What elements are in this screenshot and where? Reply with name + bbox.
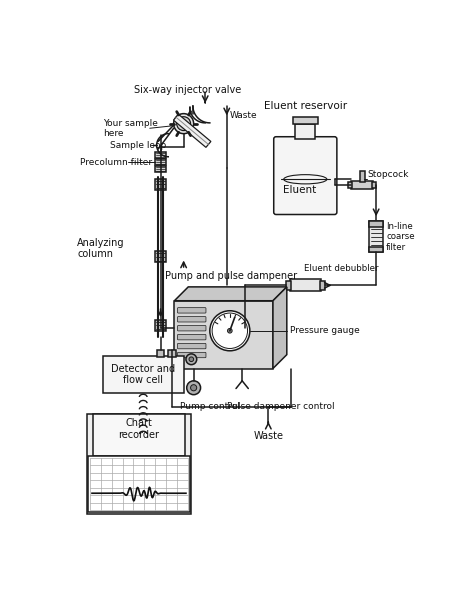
Text: Precolumn filter: Precolumn filter (80, 157, 152, 167)
Bar (155, 320, 166, 331)
Bar (369, 247, 383, 252)
Text: Your sample
here: Your sample here (103, 119, 158, 138)
FancyBboxPatch shape (177, 326, 206, 331)
Text: Analyzing
column: Analyzing column (77, 238, 125, 259)
Bar (155, 166, 166, 172)
Text: Chart
recorder: Chart recorder (118, 418, 159, 440)
Text: Stopcock: Stopcock (367, 170, 408, 179)
Bar (348, 182, 352, 188)
Bar (360, 172, 365, 182)
Bar (369, 222, 383, 227)
Bar (286, 281, 291, 290)
Bar (88, 456, 190, 511)
FancyBboxPatch shape (177, 334, 206, 340)
Circle shape (210, 311, 250, 351)
Bar (293, 118, 318, 124)
Circle shape (191, 385, 197, 391)
Text: Pump control: Pump control (180, 402, 240, 410)
Text: Eluent debubbler: Eluent debubbler (304, 264, 378, 273)
Bar (155, 179, 166, 190)
Bar (93, 414, 185, 456)
Bar (352, 181, 373, 189)
Bar (103, 356, 183, 393)
Polygon shape (174, 287, 287, 301)
Circle shape (186, 354, 197, 365)
Polygon shape (273, 287, 287, 368)
Bar (372, 182, 376, 188)
Circle shape (187, 381, 201, 394)
Text: Pump and pulse dampener: Pump and pulse dampener (164, 271, 297, 281)
Bar (295, 124, 315, 139)
Circle shape (173, 113, 194, 134)
Circle shape (212, 313, 247, 349)
Circle shape (189, 357, 194, 362)
FancyBboxPatch shape (177, 343, 206, 349)
Bar (369, 222, 383, 252)
Bar (87, 414, 191, 514)
Text: Detector and
flow cell: Detector and flow cell (111, 364, 175, 386)
Text: Eluent reservoir: Eluent reservoir (264, 102, 347, 111)
Bar (174, 301, 273, 368)
Ellipse shape (284, 175, 327, 184)
FancyBboxPatch shape (177, 308, 206, 313)
Bar (290, 279, 321, 292)
FancyBboxPatch shape (177, 352, 206, 358)
Circle shape (177, 116, 191, 131)
Bar (155, 159, 166, 165)
Text: Waste: Waste (253, 431, 283, 441)
Bar (155, 152, 166, 158)
Bar (320, 281, 325, 290)
Bar (168, 350, 176, 357)
Text: Sample loop: Sample loop (110, 141, 167, 150)
FancyBboxPatch shape (273, 137, 337, 214)
Bar (155, 251, 166, 262)
Text: In-line
coarse
filter: In-line coarse filter (386, 222, 415, 252)
FancyBboxPatch shape (177, 317, 206, 322)
Bar (157, 350, 164, 357)
Text: Eluent: Eluent (283, 185, 316, 195)
Text: Waste: Waste (230, 110, 257, 119)
Text: Six-way injector valve: Six-way injector valve (134, 85, 241, 95)
Circle shape (228, 328, 232, 333)
Polygon shape (173, 114, 211, 147)
Text: Pressure gauge: Pressure gauge (290, 326, 360, 335)
Text: Pulse dampener control: Pulse dampener control (227, 402, 334, 410)
